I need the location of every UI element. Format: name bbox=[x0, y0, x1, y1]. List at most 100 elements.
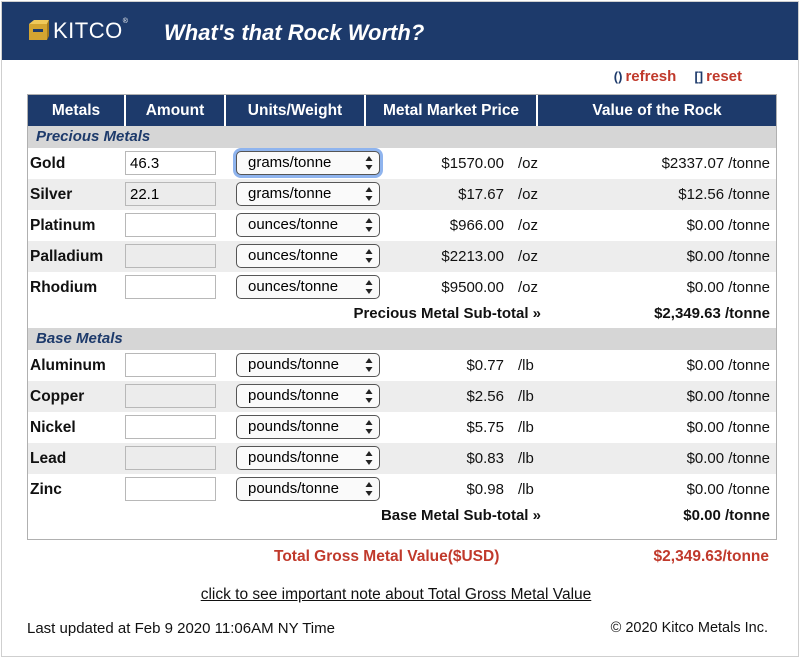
market-price: $0.98 bbox=[466, 481, 504, 498]
section-header-base: Base Metals bbox=[28, 328, 776, 350]
amount-input[interactable] bbox=[125, 415, 216, 439]
refresh-link[interactable]: () refresh bbox=[614, 68, 677, 85]
column-header-amount: Amount bbox=[126, 95, 226, 126]
price-unit: /lb bbox=[518, 481, 534, 498]
select-arrows-icon bbox=[365, 482, 373, 496]
amount-input[interactable] bbox=[125, 151, 216, 175]
subtotal-label: Precious Metal Sub-total » bbox=[353, 305, 541, 322]
rock-value: $0.00 /tonne bbox=[686, 248, 770, 265]
gross-value-amount: $2,349.63/tonne bbox=[653, 548, 769, 565]
gross-value-label: Total Gross Metal Value($USD) bbox=[274, 548, 500, 565]
reset-label: reset bbox=[706, 68, 742, 85]
amount-input[interactable] bbox=[125, 182, 216, 206]
price-unit: /oz bbox=[518, 279, 539, 296]
note-container: click to see important note about Total … bbox=[0, 586, 792, 604]
price-unit: /oz bbox=[518, 248, 539, 265]
unit-select-value: ounces/tonne bbox=[248, 278, 339, 295]
column-header-value: Value of the Rock bbox=[592, 102, 722, 119]
table-row: Platinum ounces/tonne $966.00/oz $0.00 /ton… bbox=[28, 210, 776, 241]
subtotal-row: Precious Metal Sub-total » $2,349.63 /ton… bbox=[28, 300, 776, 328]
amount-input[interactable] bbox=[125, 275, 216, 299]
amount-input[interactable] bbox=[125, 384, 216, 408]
subtotal-label: Base Metal Sub-total » bbox=[380, 507, 541, 524]
unit-select[interactable]: pounds/tonne bbox=[236, 477, 380, 501]
amount-input[interactable] bbox=[125, 477, 216, 501]
section-header-precious: Precious Metals bbox=[28, 126, 776, 148]
amount-input[interactable] bbox=[125, 446, 216, 470]
rock-value: $0.00 /tonne bbox=[686, 450, 770, 467]
select-arrows-icon bbox=[365, 156, 373, 170]
unit-select[interactable]: grams/tonne bbox=[236, 151, 380, 175]
price-unit: /lb bbox=[518, 388, 534, 405]
market-price: $1570.00 bbox=[441, 155, 504, 172]
metal-name: Zinc bbox=[30, 481, 62, 498]
amount-input[interactable] bbox=[125, 244, 216, 268]
unit-select-value: grams/tonne bbox=[248, 185, 332, 202]
kitco-logo-text[interactable]: KITCO® bbox=[53, 18, 128, 44]
reset-icon: [] bbox=[694, 69, 704, 84]
metal-name: Rhodium bbox=[30, 279, 98, 296]
table-row: Aluminum pounds/tonne $0.77/lb $0.00 /tonne bbox=[28, 350, 776, 381]
rock-value: $0.00 /tonne bbox=[686, 388, 770, 405]
refresh-icon: () bbox=[613, 69, 623, 84]
unit-select[interactable]: pounds/tonne bbox=[236, 446, 380, 470]
select-arrows-icon bbox=[365, 280, 373, 294]
amount-input[interactable] bbox=[125, 353, 216, 377]
logo-registered-mark: ® bbox=[122, 18, 129, 25]
price-unit: /lb bbox=[518, 419, 534, 436]
unit-select[interactable]: pounds/tonne bbox=[236, 415, 380, 439]
subtotal-value: $2,349.63 /tonne bbox=[654, 305, 770, 322]
select-arrows-icon bbox=[365, 420, 373, 434]
amount-input[interactable] bbox=[125, 213, 216, 237]
price-unit: /lb bbox=[518, 450, 534, 467]
unit-select-value: grams/tonne bbox=[248, 154, 332, 171]
subtotal-row: Base Metal Sub-total » $0.00 /tonne bbox=[28, 502, 776, 530]
table-header: Metals Amount Units/Weight Metal Market … bbox=[28, 95, 776, 126]
unit-select[interactable]: pounds/tonne bbox=[236, 353, 380, 377]
select-arrows-icon bbox=[365, 358, 373, 372]
select-arrows-icon bbox=[365, 389, 373, 403]
metal-name: Gold bbox=[30, 155, 66, 172]
unit-select[interactable]: ounces/tonne bbox=[236, 275, 380, 299]
unit-select-value: pounds/tonne bbox=[248, 356, 339, 373]
rock-value: $12.56 /tonne bbox=[678, 186, 770, 203]
table-row: Palladium ounces/tonne $2213.00/oz $0.00 /t… bbox=[28, 241, 776, 272]
rock-value: $0.00 /tonne bbox=[686, 481, 770, 498]
market-price: $2.56 bbox=[466, 388, 504, 405]
metal-name: Platinum bbox=[30, 217, 96, 234]
table-row: Nickel pounds/tonne $5.75/lb $0.00 /tonne bbox=[28, 412, 776, 443]
unit-select-value: ounces/tonne bbox=[248, 247, 339, 264]
action-links: () refresh [] reset bbox=[600, 68, 742, 85]
subtotal-value: $0.00 /tonne bbox=[683, 507, 770, 524]
market-price: $2213.00 bbox=[441, 248, 504, 265]
table-row: Zinc pounds/tonne $0.98/lb $0.00 /tonne bbox=[28, 474, 776, 505]
rock-value: $0.00 /tonne bbox=[686, 279, 770, 296]
table-row: Rhodium ounces/tonne $9500.00/oz $0.00 /ton… bbox=[28, 272, 776, 303]
market-price: $5.75 bbox=[466, 419, 504, 436]
unit-select-value: pounds/tonne bbox=[248, 387, 339, 404]
metal-name: Silver bbox=[30, 186, 73, 203]
metal-name: Nickel bbox=[30, 419, 76, 436]
refresh-label: refresh bbox=[625, 68, 677, 85]
unit-select[interactable]: ounces/tonne bbox=[236, 244, 380, 268]
unit-select[interactable]: ounces/tonne bbox=[236, 213, 380, 237]
reset-link[interactable]: [] reset bbox=[694, 68, 742, 85]
rock-value: $0.00 /tonne bbox=[686, 217, 770, 234]
market-price: $0.83 bbox=[466, 450, 504, 467]
metal-name: Lead bbox=[30, 450, 67, 467]
gross-value-note-link[interactable]: click to see important note about Total … bbox=[200, 586, 592, 603]
last-updated: Last updated at Feb 9 2020 11:06AM NY Ti… bbox=[27, 620, 335, 637]
logo-wordmark: KITCO bbox=[53, 18, 123, 43]
copyright: © 2020 Kitco Metals Inc. bbox=[610, 620, 768, 636]
header-bar: KITCO® What's that Rock Worth? bbox=[2, 2, 798, 60]
market-price: $17.67 bbox=[458, 186, 504, 203]
column-header-metals: Metals bbox=[28, 95, 126, 126]
unit-select[interactable]: pounds/tonne bbox=[236, 384, 380, 408]
market-price: $0.77 bbox=[466, 357, 504, 374]
metal-name: Palladium bbox=[30, 248, 104, 265]
table-row: Copper pounds/tonne $2.56/lb $0.00 /tonne bbox=[28, 381, 776, 412]
unit-select[interactable]: grams/tonne bbox=[236, 182, 380, 206]
price-unit: /oz bbox=[518, 155, 539, 172]
rock-value: $0.00 /tonne bbox=[686, 357, 770, 374]
